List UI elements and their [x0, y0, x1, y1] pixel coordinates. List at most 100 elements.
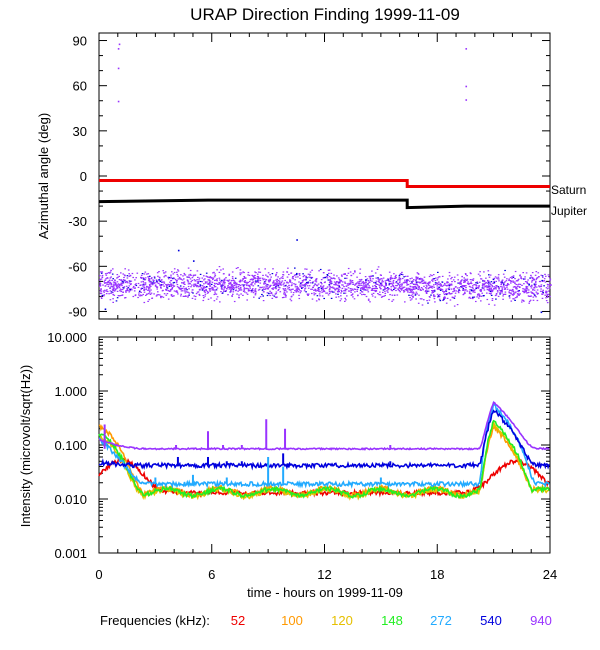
azimuth-point-940 [174, 278, 177, 280]
azimuth-point-540 [395, 281, 398, 283]
azimuth-point-940 [469, 279, 472, 281]
azimuth-point-940 [100, 296, 103, 298]
azimuth-point-940 [230, 291, 232, 293]
azimuth-point-940 [216, 287, 219, 289]
azimuth-point-940 [122, 291, 124, 293]
azimuth-point-540 [476, 282, 479, 284]
azimuth-point-940 [549, 295, 551, 298]
azimuth-point-940 [189, 278, 192, 280]
azimuth-point-940 [443, 291, 446, 293]
azimuth-point-540 [403, 276, 405, 278]
azimuth-point-940 [214, 283, 216, 285]
azimuth-point-940 [279, 291, 282, 293]
azimuth-point-940 [390, 282, 393, 284]
azimuth-point-940 [284, 288, 287, 290]
azimuth-point-940 [292, 288, 294, 290]
azimuth-point-940 [542, 276, 544, 278]
azimuth-point-940 [183, 278, 185, 280]
azimuth-point-940 [220, 269, 222, 271]
azimuth-point-940 [337, 291, 339, 293]
azimuth-point-940 [409, 278, 412, 280]
azimuth-point-940 [414, 293, 417, 295]
azimuth-point-940 [269, 290, 271, 292]
azimuth-point-940 [432, 291, 435, 293]
azimuth-point-940 [190, 286, 192, 288]
azimuth-point-940 [475, 286, 478, 288]
azimuth-point-940 [412, 296, 414, 298]
azimuth-point-940 [178, 276, 181, 279]
azimuth-point-940 [545, 297, 547, 299]
azimuth-point-940 [322, 287, 324, 289]
azimuth-point-940 [104, 282, 106, 284]
azimuth-point-940 [213, 293, 216, 296]
azimuth-point-940 [120, 279, 122, 281]
azimuth-point-940 [112, 268, 114, 270]
azimuth-point-940 [443, 292, 445, 294]
azimuth-point-940 [534, 286, 537, 288]
azimuth-point-940 [429, 281, 431, 283]
azimuth-point-940 [514, 278, 516, 280]
azimuth-point-940 [498, 287, 500, 289]
azimuth-point-940 [257, 271, 260, 273]
azimuth-point-940 [308, 285, 311, 287]
azimuth-point-540 [430, 294, 432, 296]
azimuth-point-940 [232, 286, 235, 288]
azimuth-point-940 [120, 282, 123, 284]
azimuth-point-940 [497, 274, 500, 276]
azimuth-point-940 [341, 284, 343, 286]
azimuth-point-940 [496, 291, 499, 293]
azimuth-point-940 [403, 290, 406, 292]
azimuth-point-940 [422, 289, 424, 291]
azimuth-point-940 [398, 281, 401, 283]
azimuth-point-940 [429, 286, 432, 288]
intensity-y-tick-label: 0.100 [54, 438, 87, 453]
azimuth-point-940 [140, 291, 142, 293]
azimuth-point-940 [301, 281, 304, 283]
azimuth-point-940 [268, 286, 270, 288]
azimuth-point-940 [510, 282, 512, 284]
azimuth-point-940 [402, 287, 404, 289]
azimuth-point-940 [510, 289, 512, 291]
azimuth-point-540 [261, 293, 263, 296]
azimuth-point-940 [189, 273, 192, 275]
azimuth-point-940 [390, 288, 392, 290]
azimuth-point-940 [242, 278, 244, 280]
azimuth-point-540 [445, 293, 448, 296]
azimuth-point-540 [503, 284, 505, 286]
azimuth-point-940 [510, 280, 513, 282]
azimuth-point-940 [524, 278, 526, 280]
azimuth-point-940 [214, 279, 216, 281]
azimuth-point-940 [531, 291, 533, 294]
azimuth-point-940 [437, 283, 440, 285]
azimuth-point-940 [478, 295, 481, 297]
azimuth-point-940 [140, 281, 143, 283]
azimuth-point-940 [465, 285, 467, 287]
azimuth-point-940 [235, 283, 237, 285]
azimuth-point-540 [242, 284, 245, 286]
azimuth-point-940 [380, 283, 382, 285]
azimuth-point-940 [147, 289, 149, 291]
azimuth-point-940 [350, 274, 353, 277]
azimuth-point-940 [176, 286, 179, 288]
azimuth-point-940 [357, 283, 360, 285]
azimuth-point-940 [293, 283, 295, 285]
azimuth-point-940 [228, 279, 231, 281]
azimuth-point-940 [296, 287, 298, 289]
azimuth-point-940 [303, 290, 306, 292]
azimuth-point-540 [398, 275, 401, 277]
azimuth-point-940 [353, 288, 356, 290]
azimuth-point-940 [252, 275, 254, 278]
azimuth-point-940 [100, 288, 102, 290]
azimuth-point-940 [341, 281, 344, 283]
azimuth-point-940 [328, 272, 330, 274]
azimuth-point-940 [321, 291, 323, 293]
azimuth-y-tick-label: 60 [73, 79, 87, 94]
azimuth-point-940 [259, 271, 262, 273]
azimuth-point-540 [488, 285, 490, 287]
azimuth-point-940 [272, 282, 274, 284]
azimuth-point-940 [358, 281, 361, 283]
azimuth-point-940 [106, 283, 108, 285]
azimuth-point-940 [248, 284, 251, 287]
azimuth-point-940 [128, 275, 131, 277]
